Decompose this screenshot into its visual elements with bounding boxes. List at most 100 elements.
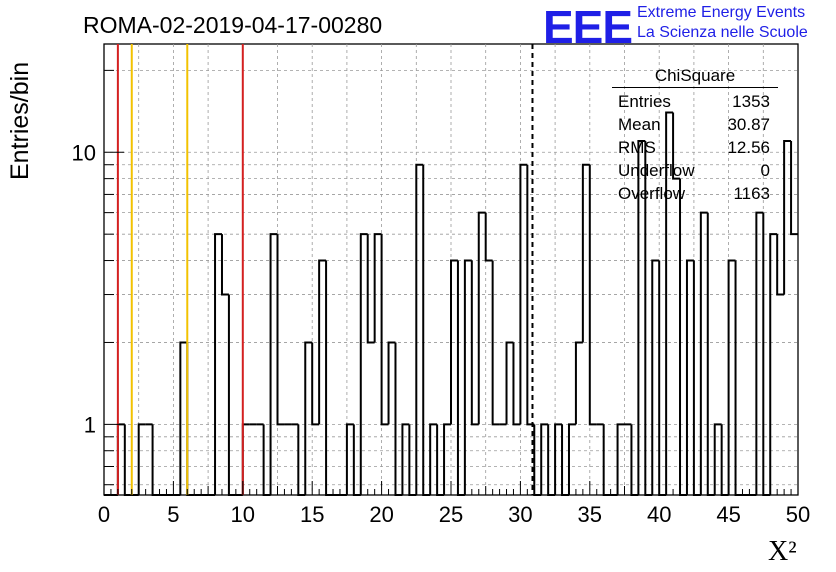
x-axis-label: X² bbox=[768, 536, 797, 567]
histogram-bin bbox=[776, 234, 785, 296]
histogram-bin bbox=[491, 260, 500, 426]
histogram-bin bbox=[345, 423, 354, 495]
logo-caption-line1: Extreme Energy Events bbox=[637, 4, 806, 21]
histogram-bin bbox=[387, 341, 396, 425]
x-tick-label: 50 bbox=[786, 502, 810, 527]
histogram-bin bbox=[304, 341, 313, 495]
histogram-bin bbox=[790, 141, 798, 236]
x-tick-label: 5 bbox=[167, 502, 179, 527]
histogram-bin bbox=[616, 423, 625, 495]
stats-label: Mean bbox=[618, 115, 661, 134]
histogram-bin bbox=[762, 212, 771, 496]
histogram-bin bbox=[713, 423, 722, 495]
histogram-bin bbox=[214, 233, 222, 495]
stats-divider bbox=[612, 87, 778, 88]
histogram-bin bbox=[456, 260, 465, 496]
histogram-bin bbox=[443, 423, 451, 495]
stats-row-rms: RMS 12.56 bbox=[612, 136, 778, 159]
histogram-bin bbox=[685, 259, 694, 495]
histogram-bin bbox=[394, 342, 403, 496]
histogram-bin bbox=[422, 164, 431, 496]
x-tick-label: 0 bbox=[98, 502, 110, 527]
histogram-bin bbox=[567, 423, 576, 495]
histogram-bin bbox=[658, 260, 667, 496]
histogram-bin bbox=[463, 259, 472, 495]
histogram-bin bbox=[470, 260, 479, 426]
stats-value: 0 bbox=[760, 161, 770, 180]
histogram-bin bbox=[227, 294, 236, 496]
y-tick-label: 10 bbox=[72, 140, 96, 165]
histogram-bin bbox=[769, 233, 778, 495]
histogram-bin bbox=[179, 341, 188, 495]
histogram-bin bbox=[318, 259, 327, 425]
histogram-bin bbox=[554, 423, 563, 495]
histogram-bin bbox=[581, 163, 590, 343]
x-tick-label: 35 bbox=[578, 502, 602, 527]
x-tick-label: 20 bbox=[369, 502, 393, 527]
stats-label: Underflow bbox=[618, 161, 695, 180]
stats-row-overflow: Overflow 1163 bbox=[612, 182, 778, 205]
histogram-bin bbox=[540, 423, 549, 495]
stats-value: 1163 bbox=[733, 184, 770, 203]
histogram-bin bbox=[401, 423, 410, 495]
stats-row-entries: Entries 1353 bbox=[612, 90, 778, 113]
y-axis-label: Entries/bin bbox=[6, 61, 34, 180]
run-title: ROMA-02-2019-04-17-00280 bbox=[83, 12, 383, 38]
histogram-bin bbox=[679, 178, 687, 496]
histogram-bin bbox=[699, 211, 708, 495]
eee-logo: EEE bbox=[543, 1, 633, 53]
y-tick-label: 1 bbox=[84, 412, 96, 437]
histogram-bin bbox=[505, 341, 514, 425]
x-tick-label: 30 bbox=[508, 502, 532, 527]
stats-value: 12.56 bbox=[727, 138, 770, 157]
histogram-bin bbox=[450, 259, 458, 425]
histogram-bin bbox=[727, 259, 736, 495]
histogram-bin bbox=[220, 234, 229, 296]
histogram-bin bbox=[519, 163, 528, 425]
x-tick-label: 40 bbox=[647, 502, 671, 527]
reference-lines bbox=[116, 44, 534, 495]
histogram-bin bbox=[311, 342, 320, 426]
stats-box: ChiSquare Entries 1353 Mean 30.87 RMS 12… bbox=[612, 66, 778, 205]
histogram-bin bbox=[692, 260, 701, 496]
stats-label: RMS bbox=[618, 138, 656, 157]
histogram-bin bbox=[706, 212, 715, 496]
histogram-bin bbox=[672, 112, 681, 180]
histogram-bin bbox=[637, 140, 646, 495]
histogram-bin bbox=[484, 212, 493, 262]
histogram-bin bbox=[359, 233, 368, 495]
histogram-bin bbox=[380, 234, 389, 426]
histogram-bin bbox=[755, 211, 764, 495]
stats-value: 1353 bbox=[732, 92, 770, 111]
histogram-bin bbox=[137, 423, 146, 495]
histogram-bin bbox=[429, 423, 438, 495]
stats-label: Entries bbox=[618, 92, 671, 111]
grid-lines bbox=[104, 44, 798, 495]
histogram-bin bbox=[665, 111, 674, 495]
histogram-bin bbox=[651, 259, 660, 495]
stats-row-mean: Mean 30.87 bbox=[612, 113, 778, 136]
histogram-bin bbox=[512, 342, 521, 426]
x-tick-label: 15 bbox=[300, 502, 324, 527]
histogram-bin bbox=[783, 140, 792, 295]
histogram-bin bbox=[269, 233, 278, 495]
histogram-bin bbox=[373, 233, 382, 343]
logo-caption-line2: La Scienza nelle Scuole bbox=[637, 24, 808, 41]
histogram-bin bbox=[574, 341, 583, 425]
axes: 0 5 10 15 20 25 30 35 40 45 50 1 10 bbox=[72, 69, 810, 527]
histogram-bin bbox=[366, 234, 375, 344]
histogram-bin bbox=[276, 234, 285, 426]
x-tick-label: 45 bbox=[716, 502, 740, 527]
x-tick-label: 25 bbox=[439, 502, 463, 527]
histogram-bin bbox=[415, 163, 424, 495]
stats-title: ChiSquare bbox=[654, 66, 736, 85]
histogram-bin bbox=[186, 342, 195, 496]
histogram-bin bbox=[588, 164, 597, 426]
histogram-bin bbox=[477, 211, 486, 425]
x-tick-label: 10 bbox=[231, 502, 255, 527]
stats-row-underflow: Underflow 0 bbox=[612, 159, 778, 182]
stats-label: Overflow bbox=[618, 184, 686, 203]
stats-value: 30.87 bbox=[727, 115, 770, 134]
histogram-bin bbox=[325, 260, 334, 496]
